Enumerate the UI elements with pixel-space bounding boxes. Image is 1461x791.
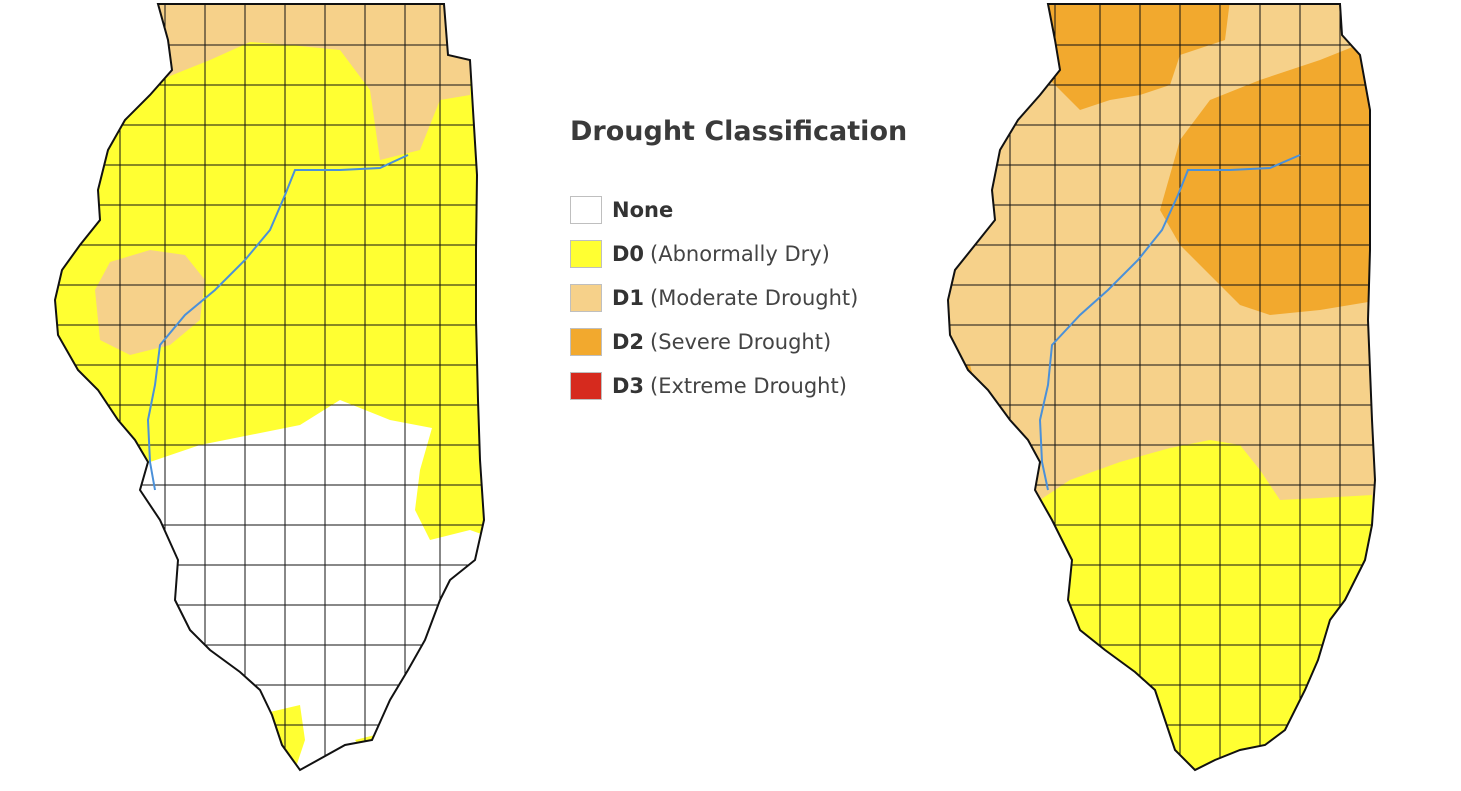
legend-title: Drought Classification (570, 116, 908, 147)
legend-desc: (Moderate Drought) (650, 286, 859, 310)
swatch-d0 (570, 240, 602, 268)
d1-region-west (95, 250, 205, 355)
d1-region-north (150, 4, 470, 160)
legend-desc: (Severe Drought) (650, 330, 832, 354)
swatch-none (570, 196, 602, 224)
legend-desc: (Abnormally Dry) (650, 242, 830, 266)
legend-item-none: None (570, 188, 930, 232)
legend-code: D0 (612, 242, 645, 266)
legend-item-d0: D0 (Abnormally Dry) (570, 232, 930, 276)
d2-region-northeast (1160, 40, 1375, 315)
legend-code: D3 (612, 374, 645, 398)
legend-desc: (Extreme Drought) (650, 374, 847, 398)
illinois-drought-map-left (53, 3, 486, 772)
d2-region-northwest (1040, 4, 1230, 110)
illinois-river (1038, 154, 1301, 491)
state-outline (946, 3, 1377, 772)
swatch-d1 (570, 284, 602, 312)
legend-item-d3: D3 (Extreme Drought) (570, 364, 930, 408)
legend-code: D2 (612, 330, 645, 354)
swatch-d2 (570, 328, 602, 356)
legend-item-d2: D2 (Severe Drought) (570, 320, 930, 364)
illinois-drought-map-right (946, 3, 1377, 772)
legend-code: D1 (612, 286, 645, 310)
legend-code: None (612, 198, 674, 222)
illinois-river (146, 154, 409, 491)
state-outline (53, 3, 486, 772)
county-borders (948, 4, 1375, 770)
swatch-d3 (570, 372, 602, 400)
legend-item-d1: D1 (Moderate Drought) (570, 276, 930, 320)
legend: Drought Classification None D0 (Abnormal… (570, 112, 930, 408)
